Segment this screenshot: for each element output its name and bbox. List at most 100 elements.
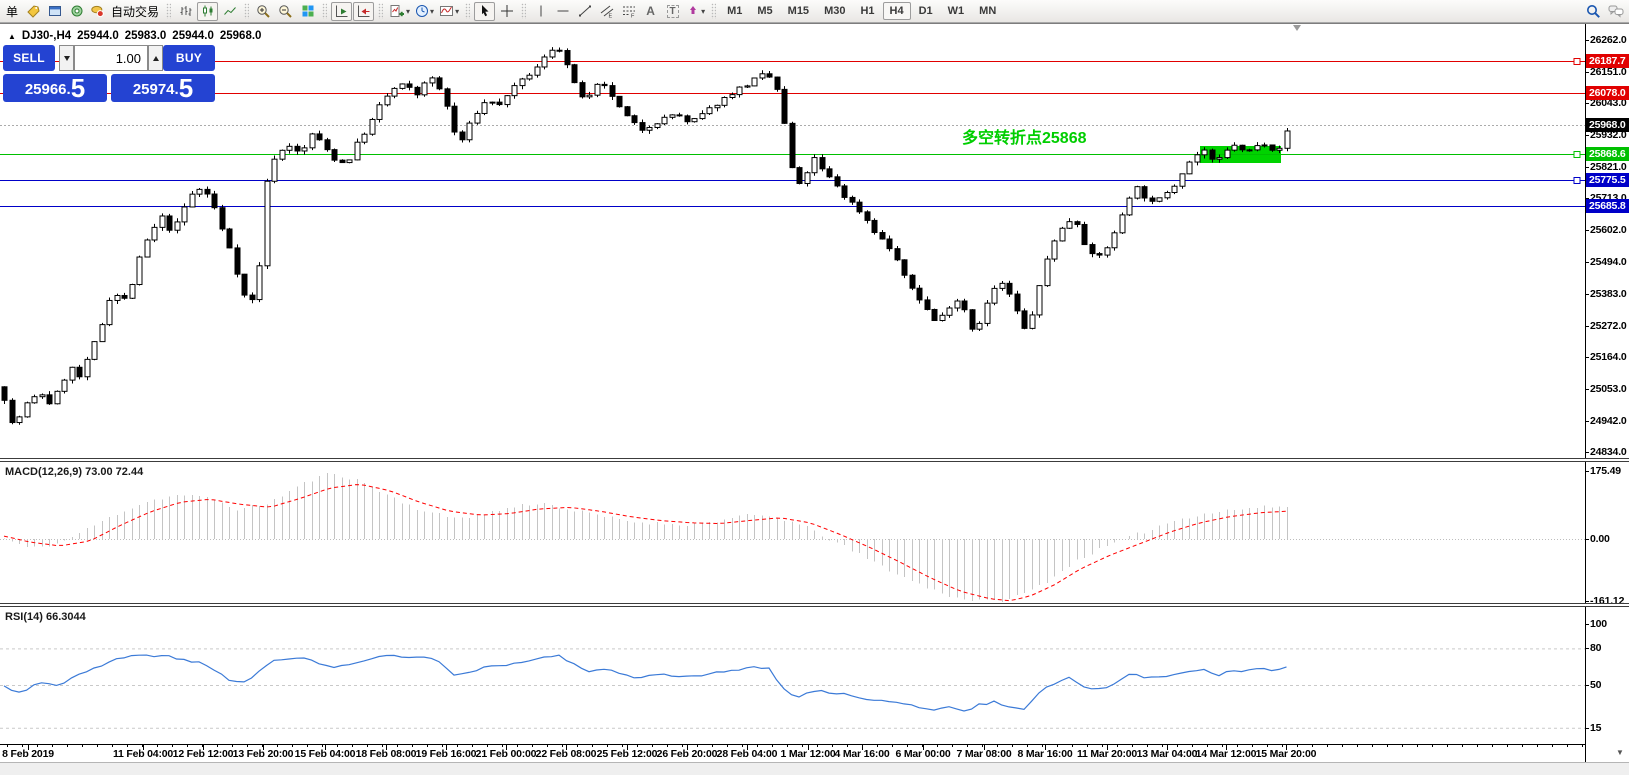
time-tick [1207, 745, 1208, 747]
toolbar-drag-handle[interactable] [521, 3, 527, 19]
text-label-tool-icon[interactable]: T [662, 2, 683, 21]
fibonacci-tool-icon[interactable]: F [618, 2, 639, 21]
time-tick [1192, 745, 1193, 747]
tf-h4-button[interactable]: H4 [882, 2, 911, 20]
crosshair-tool-icon[interactable] [496, 2, 517, 21]
tf-mn-button[interactable]: MN [979, 5, 997, 17]
chart-frame-top-border [0, 23, 1629, 24]
text-tool-icon[interactable]: A [646, 4, 655, 18]
auto-trading-label[interactable]: 自动交易 [111, 4, 160, 19]
equidistant-channel-tool-icon[interactable]: E [596, 2, 617, 21]
chat-icon[interactable] [1605, 2, 1626, 21]
price-tick-label: 26262.0 [1585, 34, 1627, 46]
buy-price-display[interactable]: 25974. 5 [111, 74, 215, 102]
time-tick [1537, 745, 1538, 747]
time-tick [397, 745, 398, 747]
hline-handle[interactable] [1573, 151, 1581, 158]
rsi-indicator-pane[interactable] [0, 608, 1585, 744]
time-tick [172, 745, 173, 747]
time-tick [1282, 745, 1283, 747]
tf-w1-button[interactable]: W1 [947, 5, 965, 17]
time-tick-major [747, 745, 748, 750]
pane-separator[interactable] [0, 458, 1629, 462]
time-tick [307, 745, 308, 747]
candlestick-chart [0, 47, 1585, 425]
market-watch-icon[interactable] [66, 2, 87, 21]
time-tick [787, 745, 788, 747]
new-order-button[interactable]: 单 [6, 4, 19, 19]
time-tick [1117, 745, 1118, 747]
line-chart-type-icon[interactable] [219, 2, 240, 21]
scroll-arrow-icon[interactable]: ▼ [1616, 748, 1624, 757]
cursor-tool-icon[interactable] [474, 1, 496, 21]
profile-icon[interactable] [22, 2, 43, 21]
volume-increase-button[interactable] [148, 45, 163, 71]
vertical-line-tool-icon[interactable] [530, 2, 551, 21]
chart-shift-marker-icon[interactable] [1293, 25, 1301, 31]
auto-trading-button[interactable] [88, 2, 107, 21]
indicators-icon[interactable]: ▾ [437, 2, 461, 21]
time-tick-major [446, 745, 447, 750]
time-tick [1417, 745, 1418, 747]
time-tick [637, 745, 638, 747]
hline-handle[interactable] [1573, 58, 1581, 65]
time-tick-major [1167, 745, 1168, 750]
search-icon[interactable] [1583, 2, 1604, 21]
time-tick [1312, 745, 1313, 747]
price-tick-label: 25383.0 [1585, 287, 1627, 300]
hline-handle[interactable] [1573, 177, 1581, 184]
volume-input[interactable] [74, 45, 148, 71]
toolbar-drag-handle[interactable] [166, 3, 172, 19]
time-tick [202, 745, 203, 747]
time-tick [892, 745, 893, 747]
time-tick [277, 745, 278, 747]
arrows-tool-icon[interactable]: ▾ [684, 2, 707, 21]
time-tick [727, 745, 728, 747]
sell-button[interactable]: SELL [3, 45, 55, 71]
toolbar-drag-handle[interactable] [322, 3, 328, 19]
sell-price-display[interactable]: 25966. 5 [3, 74, 107, 102]
auto-scroll-icon[interactable] [331, 1, 353, 21]
periodicity-clock-icon[interactable]: ▾ [413, 2, 436, 21]
time-tick [1102, 745, 1103, 747]
toolbar-drag-handle[interactable] [244, 3, 250, 19]
toolbar-drag-handle[interactable] [378, 3, 384, 19]
time-tick-major [506, 745, 507, 750]
buy-button[interactable]: BUY [163, 45, 215, 71]
horizontal-scrollbar[interactable] [0, 762, 1629, 775]
terminal-window-icon[interactable] [44, 2, 65, 21]
time-axis-label: 13 Mar 04:00 [1136, 748, 1198, 760]
time-tick [262, 745, 263, 747]
bar-chart-type-icon[interactable] [175, 2, 196, 21]
toolbar-drag-handle[interactable] [711, 3, 717, 19]
volume-decrease-button[interactable] [59, 45, 74, 71]
new-chart-icon[interactable]: ▾ [387, 2, 412, 21]
macd-indicator-pane[interactable] [0, 463, 1585, 603]
horizontal-line-tool-icon[interactable] [552, 2, 573, 21]
time-axis-label: 25 Feb 12:00 [596, 748, 658, 760]
tf-d1-button[interactable]: D1 [918, 5, 933, 17]
chart-shift-icon[interactable] [353, 1, 375, 21]
tile-windows-icon[interactable] [297, 2, 318, 21]
toolbar-drag-handle[interactable] [465, 3, 471, 19]
pane-separator[interactable] [0, 603, 1629, 607]
trendline-tool-icon[interactable] [574, 2, 595, 21]
time-axis[interactable]: 8 Feb 2019 11 Feb 04:00 12 Feb 12:00 13 Feb… [0, 745, 1629, 762]
tf-h1-button[interactable]: H1 [860, 5, 875, 17]
zoom-in-icon[interactable] [253, 2, 274, 21]
time-tick [7, 745, 8, 747]
macd-tick-label: 175.49 [1585, 465, 1621, 478]
collapse-panel-icon[interactable]: ▲ [8, 31, 16, 41]
time-axis-label: 26 Feb 20:00 [656, 748, 718, 760]
price-axis[interactable]: ▼ 26262.0 26151.0 26043.0 25932.0 25821.0257… [1584, 24, 1629, 762]
chart-annotation-text[interactable]: 多空转折点25868 [962, 130, 1087, 147]
tf-m30-button[interactable]: M30 [824, 5, 846, 17]
tf-m1-button[interactable]: M1 [727, 5, 743, 17]
price-chart-pane[interactable] [0, 24, 1585, 458]
candlestick-chart-type-icon[interactable] [197, 1, 219, 21]
tf-m5-button[interactable]: M5 [757, 5, 773, 17]
tf-m15-button[interactable]: M15 [787, 5, 810, 17]
zoom-out-icon[interactable] [275, 2, 296, 21]
time-tick [1297, 745, 1298, 747]
time-tick [1132, 745, 1133, 747]
